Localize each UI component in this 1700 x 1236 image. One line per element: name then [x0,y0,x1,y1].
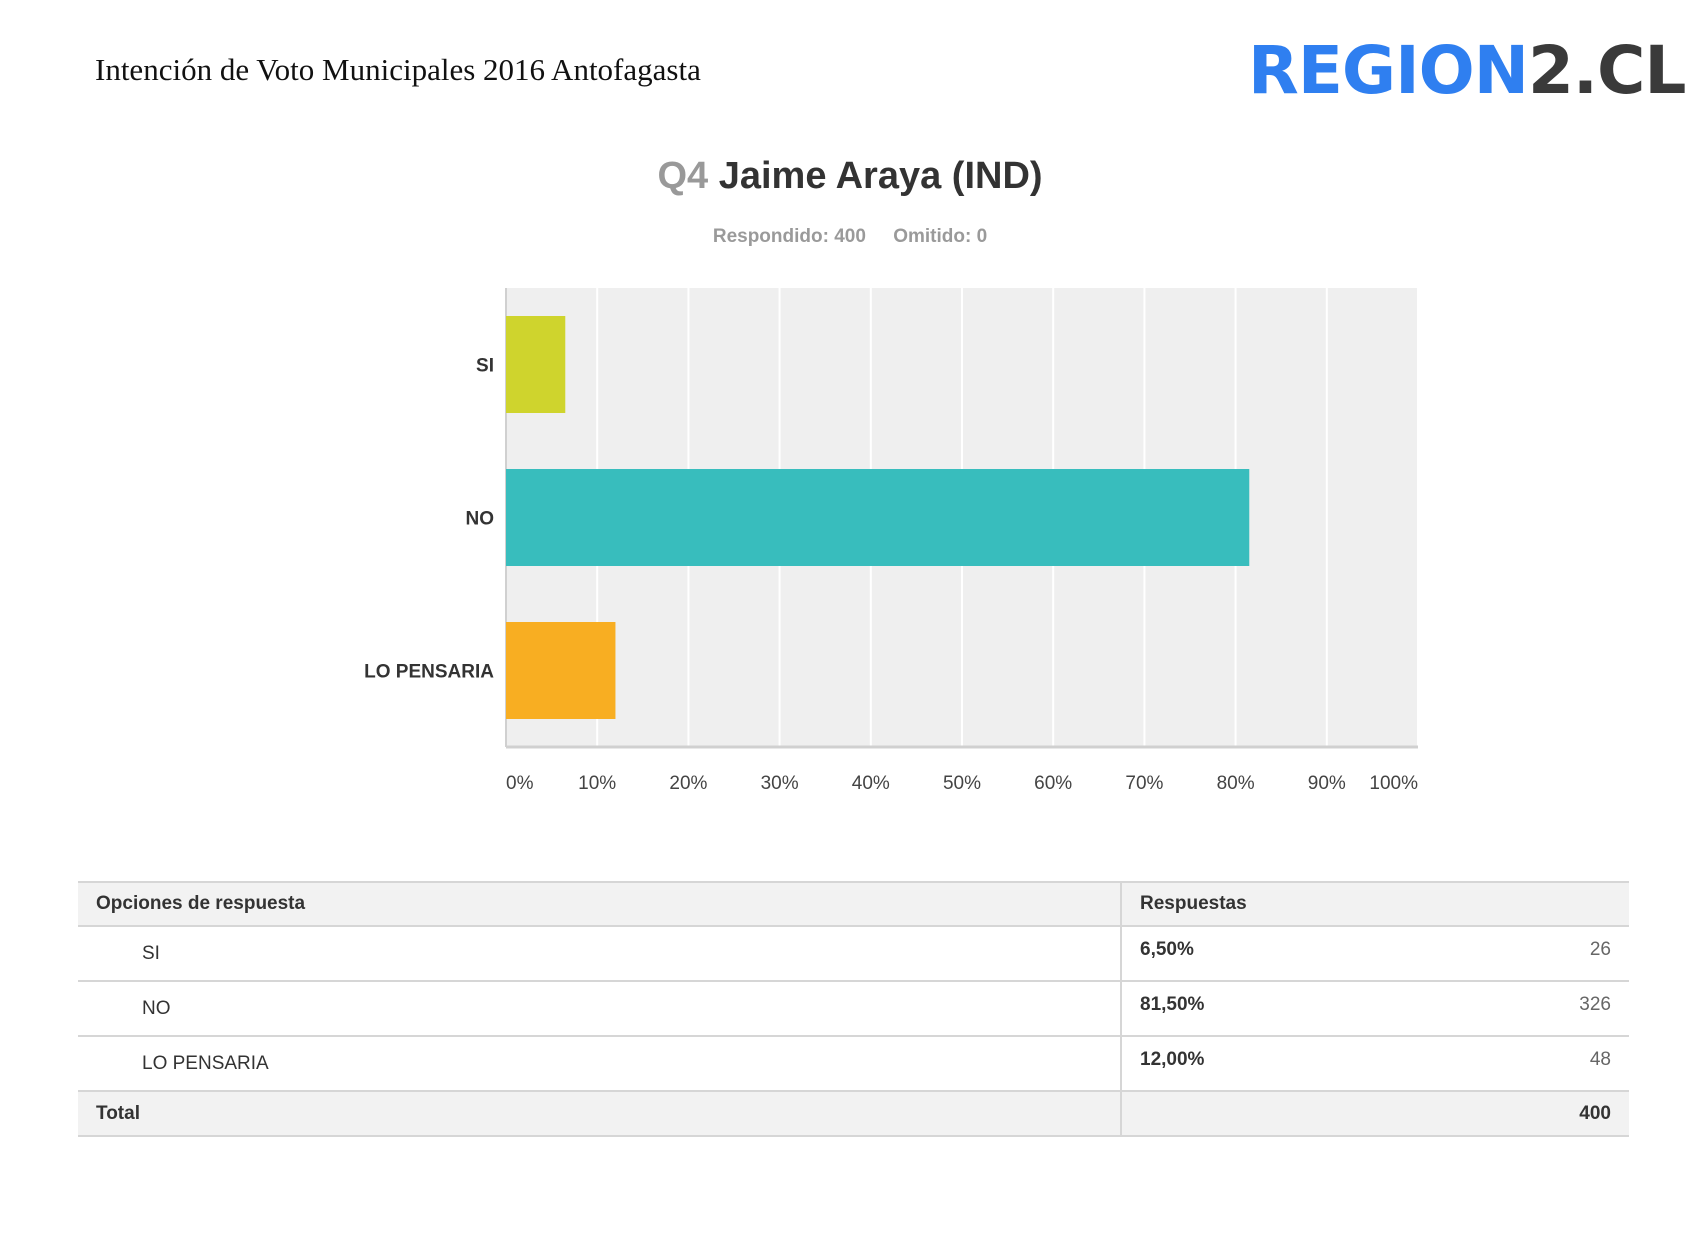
tick-label: 0% [506,773,534,794]
bar [506,316,566,413]
document-title: Intención de Voto Municipales 2016 Antof… [95,52,701,87]
question-text: Jaime Araya (IND) [718,155,1043,197]
total-value: 400 [1579,1102,1611,1124]
tick-label: 60% [1034,773,1072,794]
answered-count: Respondido: 400 [712,226,866,247]
option-count: 26 [1589,939,1611,960]
tick-label: 30% [761,773,799,794]
option-count: 326 [1579,994,1611,1015]
option-percent: 12,00% [1140,1049,1205,1070]
tick-label: 100% [1369,773,1418,794]
option-count: 48 [1589,1049,1611,1070]
question-number: Q4 [657,155,709,197]
category-label: SI [476,356,494,377]
region2-logo: REGION2.CL [1248,38,1686,104]
skipped-count: Omitido: 0 [893,226,988,247]
tick-label: 10% [578,773,616,794]
tick-label: 40% [852,773,890,794]
option-percent: 6,50% [1140,939,1194,960]
response-stats: Respondido: 400 Omitido: 0 [0,226,1700,248]
bar-chart: SI NO LO PENSARIA 0% 10% 20% 30% 40% 50% 60% 70% 80… [364,288,1419,794]
question-title: Q4 Jaime Araya (IND) [0,155,1700,198]
option-percent: 81,50% [1140,994,1205,1015]
tick-label: 70% [1125,773,1163,794]
tick-label: 20% [669,773,707,794]
total-label: Total [78,1091,1122,1136]
option-label: NO [78,981,1122,1036]
logo-text-region: REGION [1248,32,1529,109]
table-row: LO PENSARIA 12,00% 48 [78,1036,1629,1091]
tick-label: 50% [943,773,981,794]
response-table: Opciones de respuesta Respuestas SI 6,50… [78,881,1629,1137]
option-label: LO PENSARIA [78,1036,1122,1091]
header-options: Opciones de respuesta [78,882,1122,926]
bar [506,469,1250,566]
category-label: LO PENSARIA [364,662,494,683]
logo-text-suffix: 2.CL [1527,32,1686,109]
header-responses: Respuestas [1140,893,1247,914]
table-row: NO 81,50% 326 [78,981,1629,1036]
option-label: SI [78,926,1122,981]
category-label: NO [466,509,495,530]
table-header-row: Opciones de respuesta Respuestas [78,882,1629,926]
table-total-row: Total 400 [78,1091,1629,1136]
tick-label: 80% [1217,773,1255,794]
tick-label: 90% [1308,773,1346,794]
table-row: SI 6,50% 26 [78,926,1629,981]
bar [506,622,616,719]
